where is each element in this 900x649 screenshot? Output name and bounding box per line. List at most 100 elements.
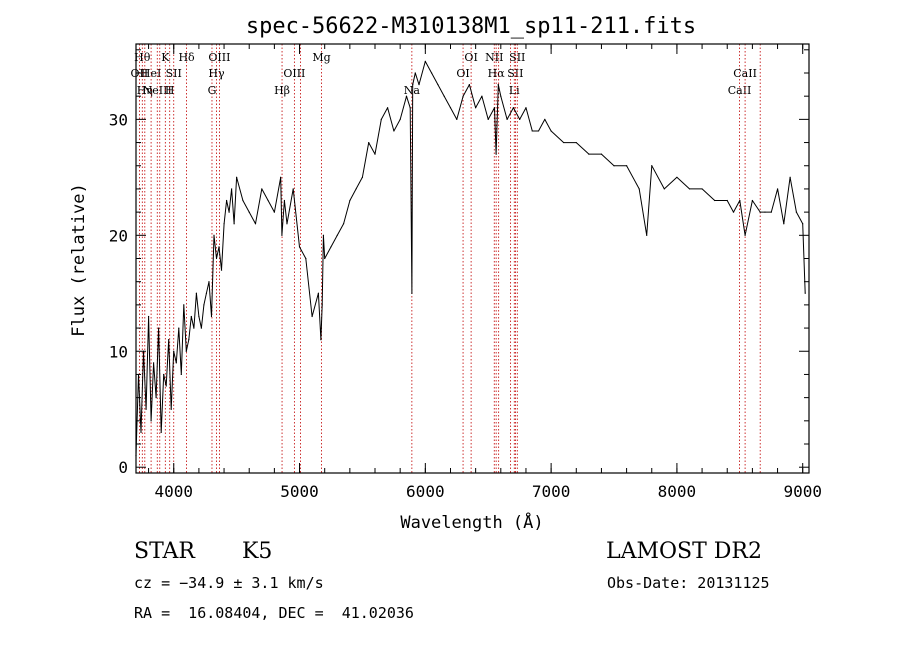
object-subclass: K5	[242, 539, 273, 564]
chart-title: spec-56622-M310138M1_sp11-211.fits	[246, 14, 696, 39]
data-point	[188, 339, 190, 341]
line-label-27: CaII	[728, 84, 752, 97]
x-tick-label-3: 7000	[532, 482, 571, 501]
data-point	[155, 397, 157, 399]
line-label-24: Li	[509, 84, 520, 97]
data-point	[321, 304, 323, 306]
data-point	[588, 153, 590, 155]
line-label-0: OII	[131, 67, 149, 80]
spectrum-series-0	[135, 60, 806, 456]
line-label-3: HeI	[141, 67, 161, 80]
data-point	[418, 83, 420, 86]
data-point	[550, 130, 552, 132]
data-point	[544, 118, 546, 120]
x-axis-label: Wavelength (Å)	[400, 511, 543, 533]
data-point	[462, 95, 464, 97]
data-point	[158, 327, 160, 329]
data-point	[330, 246, 332, 248]
data-point	[200, 327, 203, 329]
y-tick-label-3: 30	[109, 110, 128, 129]
data-point	[783, 223, 785, 225]
data-point	[412, 83, 414, 86]
line-label-14: OIII	[283, 67, 305, 80]
data-point	[437, 83, 439, 86]
line-label-16: Mg	[312, 51, 330, 64]
data-point	[317, 292, 320, 294]
object-class: STAR	[134, 539, 195, 564]
data-point	[215, 257, 218, 260]
data-point	[208, 281, 210, 283]
data-point	[525, 107, 527, 109]
coordinates-readout: RA = 16.08404, DEC = 41.02036	[134, 604, 414, 622]
data-point	[231, 188, 233, 190]
data-point	[178, 327, 180, 329]
x-tick-label-2: 6000	[406, 482, 445, 501]
line-label-11: Hγ	[208, 67, 225, 80]
data-point	[563, 141, 565, 144]
data-point	[776, 188, 779, 190]
line-label-17: Na	[404, 84, 421, 97]
data-point	[165, 385, 167, 387]
data-point	[218, 246, 220, 248]
data-point	[322, 234, 325, 236]
data-point	[600, 153, 603, 155]
data-point	[764, 211, 766, 213]
data-point	[213, 234, 215, 236]
line-label-19: OI	[464, 51, 477, 64]
line-label-7: H	[165, 84, 175, 97]
data-point	[512, 107, 514, 109]
data-point	[393, 130, 395, 132]
line-label-13: Hβ	[274, 84, 290, 97]
line-label-1: Hθ	[134, 51, 151, 64]
line-label-21: Hα	[488, 67, 506, 80]
data-point	[386, 107, 389, 109]
line-label-12: OIII	[208, 51, 230, 64]
data-point	[223, 223, 225, 225]
line-label-6: K	[161, 51, 170, 64]
data-point	[625, 165, 628, 167]
data-point	[468, 83, 470, 86]
data-point	[802, 223, 804, 225]
data-point	[368, 141, 370, 144]
data-point	[267, 199, 269, 202]
data-point	[789, 176, 791, 178]
data-point	[286, 223, 288, 225]
data-point	[225, 199, 228, 202]
data-point	[320, 339, 322, 341]
redshift-readout: cz = −34.9 ± 3.1 km/s	[134, 574, 324, 592]
y-tick-label-2: 20	[109, 226, 128, 245]
series-layer	[135, 60, 806, 457]
axis-ticks-layer: 4000 5000 6000 7000 8000 9000 0 10 20 30	[109, 44, 822, 501]
data-point	[145, 408, 147, 410]
data-point	[500, 95, 502, 97]
data-point	[726, 199, 728, 202]
data-point	[443, 95, 445, 97]
data-point	[701, 188, 703, 190]
data-point	[175, 362, 177, 364]
data-point	[409, 107, 411, 109]
data-point	[228, 211, 230, 213]
data-point	[242, 199, 244, 202]
data-point	[519, 118, 521, 120]
data-point	[190, 315, 192, 318]
data-point	[651, 165, 653, 167]
data-point	[292, 188, 294, 190]
data-point	[236, 176, 238, 178]
data-point	[280, 176, 282, 178]
data-point	[399, 118, 401, 120]
data-point	[140, 431, 142, 434]
line-label-18: OI	[456, 67, 469, 80]
data-point	[170, 408, 172, 410]
y-tick-label-1: 10	[109, 342, 128, 361]
data-point	[804, 292, 806, 294]
data-point	[751, 199, 753, 202]
data-point	[613, 165, 615, 167]
data-point	[198, 315, 200, 318]
line-label-26: SII	[509, 51, 525, 64]
data-point	[168, 339, 170, 341]
x-tick-label-1: 5000	[280, 482, 319, 501]
line-label-20: NII	[485, 51, 503, 64]
line-label-4: NeIII	[143, 84, 172, 97]
data-point	[759, 211, 761, 213]
